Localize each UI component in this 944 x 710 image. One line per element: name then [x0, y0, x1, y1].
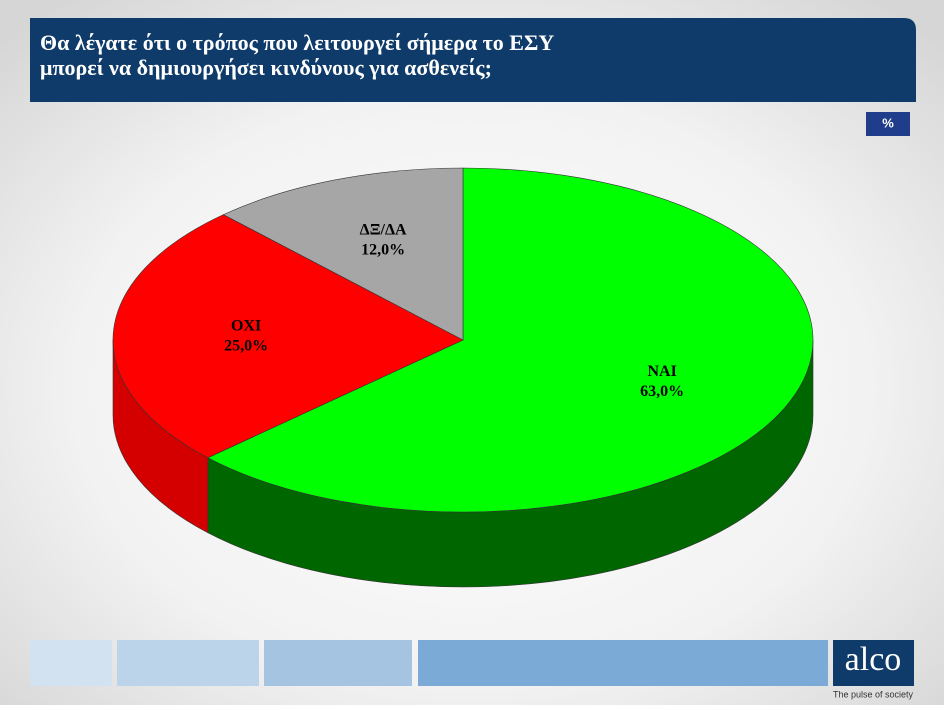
footer-bar — [30, 640, 112, 686]
logo-box — [833, 640, 914, 686]
title-box — [30, 18, 916, 102]
slice-value-label: 63,0% — [640, 383, 684, 400]
footer-bar — [418, 640, 828, 686]
footer-bar — [264, 640, 412, 686]
unit-label: % — [882, 115, 894, 130]
title-line: Θα λέγατε ότι ο τρόπος που λειτουργεί σή… — [40, 30, 554, 55]
slice-value-label: 12,0% — [361, 242, 405, 259]
title-line: μπορεί να δημιουργήσει κινδύνους για ασθ… — [40, 55, 492, 80]
slice-value-label: 25,0% — [224, 337, 268, 354]
slice — [112, 214, 464, 459]
slice-category: ΔΞ/ΔΑ — [360, 222, 407, 239]
tagline: The pulse of society — [833, 689, 914, 699]
slice — [222, 167, 464, 341]
logo: alco — [845, 641, 902, 678]
footer-bar — [117, 640, 259, 686]
slice — [207, 167, 814, 513]
slice-category: ΟΧΙ — [231, 317, 261, 334]
slice-category: ΝΑΙ — [647, 363, 676, 380]
unit-badge — [866, 112, 910, 136]
pie: ΝΑΙ 63,0% ΟΧΙ 25,0% ΔΞ/ΔΑ 12,0% — [112, 167, 814, 588]
